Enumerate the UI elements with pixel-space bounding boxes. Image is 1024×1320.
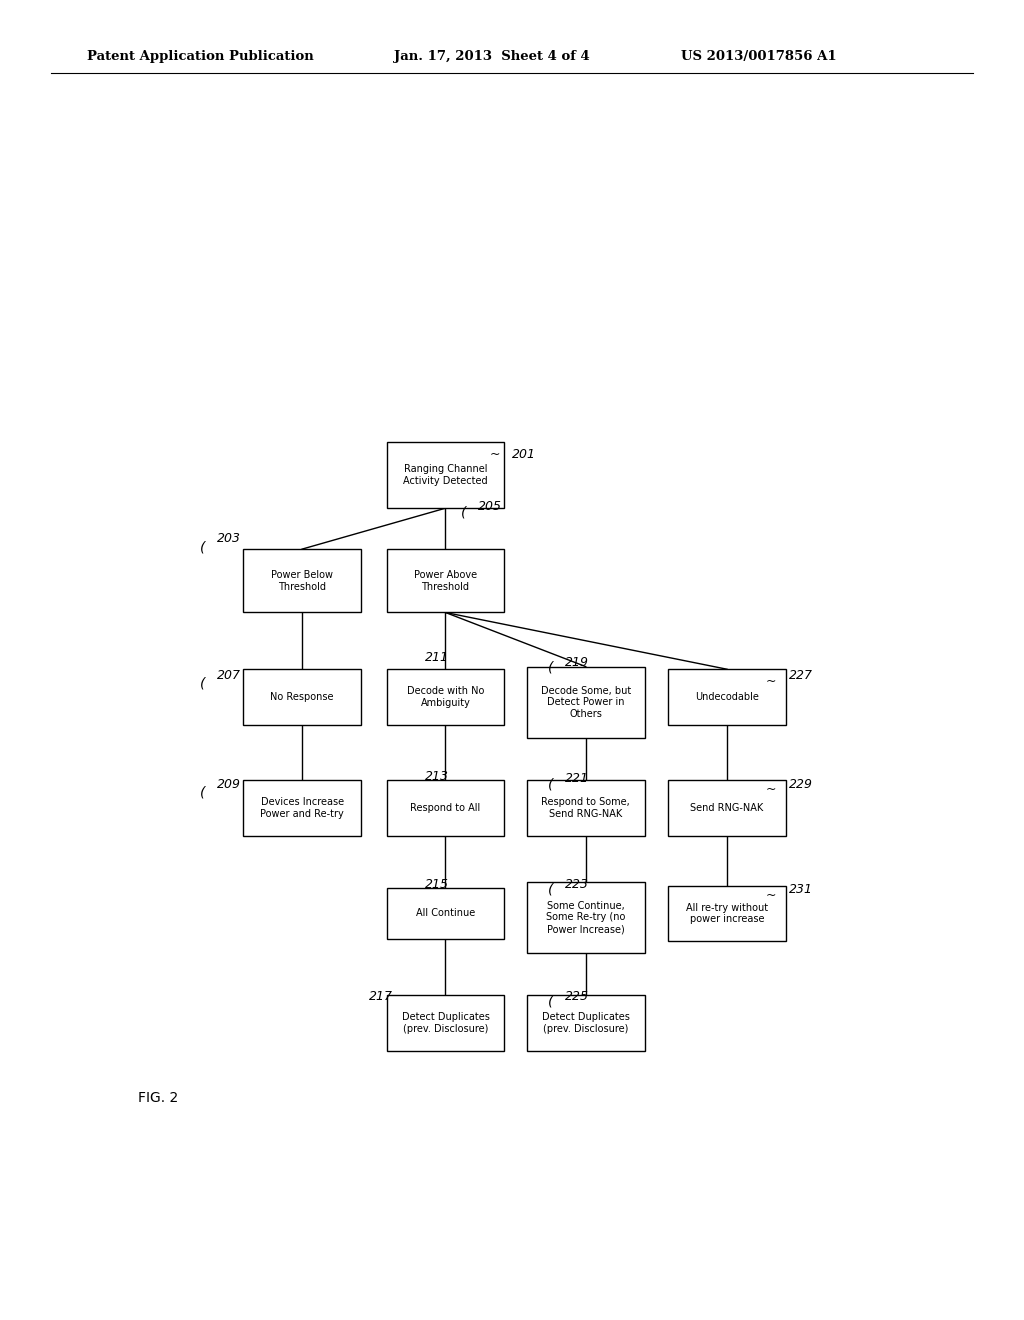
Text: Some Continue,
Some Re-try (no
Power Increase): Some Continue, Some Re-try (no Power Inc…	[546, 900, 626, 935]
Bar	[668, 780, 786, 836]
Bar	[526, 882, 645, 953]
Text: Detect Duplicates
(prev. Disclosure): Detect Duplicates (prev. Disclosure)	[542, 1012, 630, 1034]
Text: 227: 227	[788, 669, 812, 682]
Text: 225: 225	[565, 990, 589, 1003]
Text: Respond to Some,
Send RNG-NAK: Respond to Some, Send RNG-NAK	[542, 797, 630, 818]
Text: All re-try without
power increase: All re-try without power increase	[686, 903, 768, 924]
Bar	[387, 995, 504, 1051]
Text: (: (	[200, 541, 205, 554]
Text: (: (	[548, 883, 553, 896]
Text: 201: 201	[512, 447, 536, 461]
Text: 205: 205	[478, 500, 502, 513]
Bar	[387, 549, 504, 612]
Text: 209: 209	[217, 777, 241, 791]
Text: (: (	[200, 677, 205, 690]
Bar	[668, 886, 786, 941]
Text: ~: ~	[766, 888, 776, 902]
Text: Decode Some, but
Detect Power in
Others: Decode Some, but Detect Power in Others	[541, 685, 631, 719]
Text: Respond to All: Respond to All	[411, 803, 480, 813]
Text: All Continue: All Continue	[416, 908, 475, 919]
Text: 223: 223	[565, 878, 589, 891]
Bar	[526, 995, 645, 1051]
Bar	[668, 669, 786, 725]
Text: (: (	[548, 661, 553, 675]
Bar	[387, 780, 504, 836]
Text: 229: 229	[788, 777, 812, 791]
Text: ~: ~	[766, 675, 776, 688]
Bar	[244, 780, 360, 836]
Text: (: (	[200, 785, 205, 799]
Bar	[387, 669, 504, 725]
Text: (: (	[548, 995, 553, 1008]
Text: 211: 211	[425, 651, 449, 664]
Bar	[387, 442, 504, 508]
Bar	[526, 667, 645, 738]
Text: No Response: No Response	[270, 692, 334, 702]
Text: Devices Increase
Power and Re-try: Devices Increase Power and Re-try	[260, 797, 344, 818]
Text: (: (	[461, 506, 466, 519]
Text: Decode with No
Ambiguity: Decode with No Ambiguity	[407, 686, 484, 708]
Text: Undecodable: Undecodable	[695, 692, 759, 702]
Text: 221: 221	[565, 772, 589, 785]
Text: 215: 215	[425, 878, 449, 891]
Bar	[387, 888, 504, 939]
Bar	[244, 549, 360, 612]
Text: 203: 203	[217, 532, 241, 545]
Text: Jan. 17, 2013  Sheet 4 of 4: Jan. 17, 2013 Sheet 4 of 4	[394, 50, 590, 63]
Text: 213: 213	[425, 770, 449, 783]
Text: Patent Application Publication: Patent Application Publication	[87, 50, 313, 63]
Text: 207: 207	[217, 669, 241, 682]
Text: Detect Duplicates
(prev. Disclosure): Detect Duplicates (prev. Disclosure)	[401, 1012, 489, 1034]
Text: US 2013/0017856 A1: US 2013/0017856 A1	[681, 50, 837, 63]
Text: FIG. 2: FIG. 2	[138, 1092, 178, 1105]
Text: ~: ~	[489, 447, 500, 461]
Text: 231: 231	[788, 883, 812, 896]
Bar	[244, 669, 360, 725]
Text: ~: ~	[766, 783, 776, 796]
Text: 219: 219	[565, 656, 589, 669]
Text: Power Above
Threshold: Power Above Threshold	[414, 570, 477, 591]
Text: Ranging Channel
Activity Detected: Ranging Channel Activity Detected	[403, 465, 487, 486]
Text: 217: 217	[369, 990, 392, 1003]
Text: Send RNG-NAK: Send RNG-NAK	[690, 803, 764, 813]
Text: (: (	[548, 777, 553, 791]
Bar	[526, 780, 645, 836]
Text: Power Below
Threshold: Power Below Threshold	[271, 570, 333, 591]
